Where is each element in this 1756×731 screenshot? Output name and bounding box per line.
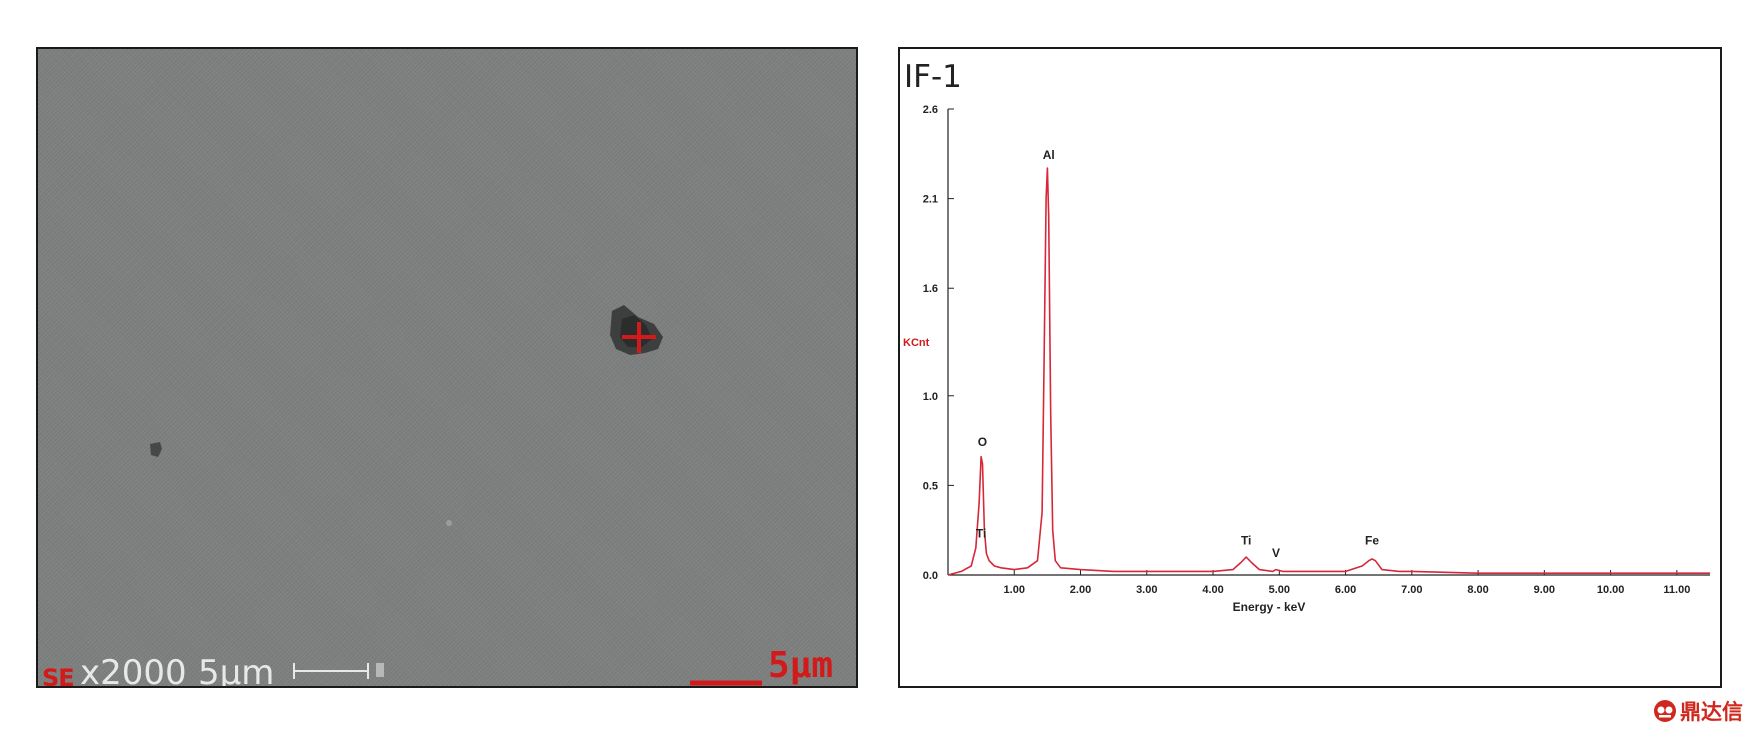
- spectrum-line: [947, 167, 1710, 576]
- sem-red-scale-label: 5μm: [768, 645, 834, 686]
- peak-label: Al: [1043, 148, 1055, 162]
- y-tick-label: 2.1: [923, 194, 938, 206]
- x-axis-label: Energy - keV: [1233, 600, 1306, 614]
- x-tick-label: 1.00: [1004, 584, 1025, 596]
- peak-label: Fe: [1365, 534, 1379, 548]
- x-tick-label: 6.00: [1335, 584, 1356, 596]
- sem-overlay: [150, 305, 762, 686]
- particle-small: [150, 442, 162, 457]
- sem-scale-label: 5μm: [198, 653, 275, 688]
- x-tick-label: 4.00: [1202, 584, 1223, 596]
- y-tick-label: 1.0: [923, 391, 938, 403]
- particle-bright: [446, 520, 452, 526]
- y-tick-label: 2.6: [923, 104, 938, 116]
- y-tick-label: 0.0: [923, 570, 938, 582]
- x-tick-label: 8.00: [1467, 584, 1488, 596]
- y-axis-label: KCnt: [903, 337, 930, 349]
- particle-large-core: [620, 315, 652, 347]
- watermark-logo-icon: [1654, 700, 1676, 722]
- x-tick-label: 10.00: [1597, 584, 1625, 596]
- x-tick-label: 2.00: [1070, 584, 1091, 596]
- peak-label: Ti: [976, 526, 986, 540]
- sem-detector-mode: SE: [42, 664, 75, 688]
- x-tick-label: 3.00: [1136, 584, 1157, 596]
- y-tick-label: 0.5: [923, 480, 938, 492]
- eds-spectrum-panel: IF-1 0.0 0.5 1.0 1.6 2.1 2.6 1.00 2.00 3.00 4.00 5…: [898, 47, 1722, 688]
- x-tick-label: 5.00: [1269, 584, 1290, 596]
- x-tick-label: 11.00: [1663, 584, 1690, 596]
- peak-label: V: [1272, 546, 1280, 560]
- eds-spectrum-chart: 0.0 0.5 1.0 1.6 2.1 2.6 1.00 2.00 3.00 4.00 5.00 6.…: [903, 104, 1710, 614]
- y-tick-label: 1.6: [923, 283, 938, 295]
- peak-label: O: [978, 435, 987, 449]
- peak-label: Ti: [1241, 534, 1251, 548]
- watermark-text: 鼎达信: [1680, 700, 1743, 724]
- eds-panel-label: IF-1: [904, 59, 962, 95]
- white-scale-bar: [293, 663, 384, 679]
- sem-micrograph: SE x2000 5μm 5μm: [36, 47, 858, 688]
- x-tick-label: 7.00: [1401, 584, 1422, 596]
- x-tick-label: 9.00: [1534, 584, 1555, 596]
- crosshair-marker: [622, 322, 656, 353]
- sem-magnification: x2000: [80, 653, 187, 688]
- watermark: 鼎达信: [1653, 698, 1743, 724]
